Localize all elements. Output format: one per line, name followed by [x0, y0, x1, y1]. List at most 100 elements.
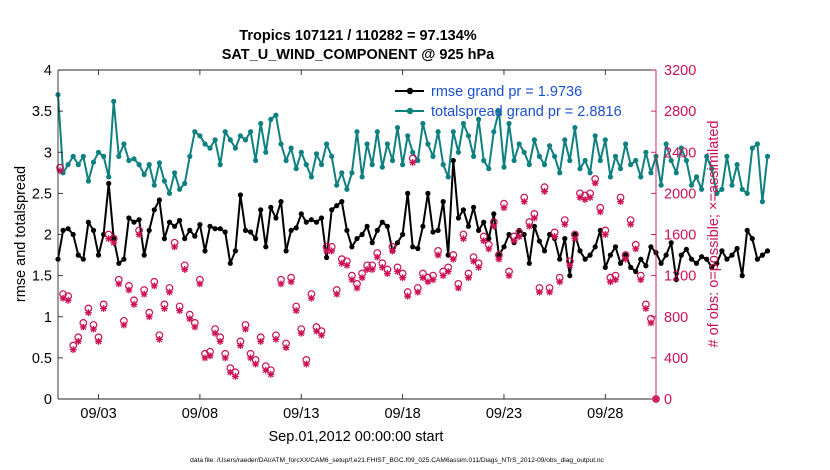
series-point-totalspread: [65, 162, 71, 168]
y-tick-label-left: 3.5: [32, 104, 52, 120]
obs-assimilated-marker: [530, 214, 538, 222]
series-point-totalspread: [749, 145, 755, 151]
series-point-totalspread: [714, 190, 720, 196]
series-point-rmse: [628, 264, 634, 270]
series-point-rmse: [313, 219, 320, 225]
series-point-rmse: [536, 238, 543, 244]
obs-assimilated-marker: [434, 251, 442, 259]
series-point-rmse: [369, 240, 375, 246]
series-point-rmse: [111, 236, 117, 242]
series-point-totalspread: [369, 162, 375, 168]
obs-assimilated-marker: [515, 233, 523, 240]
obs-assimilated-marker: [429, 276, 437, 284]
series-point-rmse: [587, 252, 593, 258]
series-point-totalspread: [273, 112, 279, 118]
x-axis-label: Sep.01,2012 00:00:00 start: [269, 429, 444, 445]
series-point-totalspread: [172, 170, 178, 176]
series-point-rmse: [440, 199, 446, 205]
series-point-totalspread: [410, 149, 416, 155]
series-point-totalspread: [552, 153, 558, 159]
series-point-rmse: [339, 199, 345, 205]
obs-assimilated-marker: [130, 301, 138, 308]
series-point-totalspread: [349, 170, 355, 176]
data-file-footer: data file: /Users/raeder/DAI/ATM_forcXX/…: [190, 457, 604, 464]
series-point-totalspread: [445, 174, 451, 180]
obs-assimilated-marker: [627, 220, 635, 228]
series-point-rmse: [303, 219, 309, 225]
obs-assimilated-marker: [171, 243, 178, 251]
obs-assimilated-marker: [191, 323, 199, 331]
obs-assimilated-marker: [221, 354, 229, 362]
y-tick-label-right: 1200: [664, 269, 696, 285]
obs-assimilated-marker: [302, 360, 310, 368]
series-point-totalspread: [253, 157, 259, 164]
series-point-totalspread: [379, 164, 385, 170]
series-point-rmse: [582, 256, 588, 262]
legend-marker-rmse: [406, 87, 414, 95]
series-point-rmse: [673, 277, 679, 283]
obs-assimilated-marker: [100, 305, 108, 312]
obs-assimilated-marker: [313, 327, 320, 335]
series-point-rmse: [161, 236, 167, 242]
series-point-rmse: [704, 256, 710, 262]
series-point-rmse: [121, 256, 127, 262]
series-point-totalspread: [111, 98, 117, 104]
series-point-rmse: [253, 236, 259, 242]
legend-label-rmse: rmse grand pr = 1.9736: [431, 84, 582, 100]
series-point-totalspread: [70, 153, 76, 159]
series-point-rmse: [278, 199, 284, 205]
series-point-rmse: [80, 256, 86, 262]
series-point-rmse: [212, 226, 218, 232]
obs-assimilated-marker: [424, 278, 432, 286]
obs-assimilated-marker: [606, 278, 614, 286]
series-point-rmse: [156, 197, 162, 203]
obs-assimilated-marker: [439, 272, 447, 280]
obs-assimilated-marker: [475, 264, 483, 271]
series-point-rmse: [450, 157, 456, 164]
series-point-totalspread: [359, 174, 365, 180]
x-tick-label: 09/28: [587, 406, 623, 422]
obs-assimilated-marker: [186, 315, 194, 323]
series-point-rmse: [217, 226, 223, 232]
obs-assimilated-marker: [267, 370, 275, 378]
x-tick-label: 09/08: [182, 406, 218, 422]
series-point-rmse: [207, 223, 213, 229]
series-point-totalspread: [759, 199, 766, 205]
series-point-totalspread: [587, 170, 593, 176]
series-point-totalspread: [60, 170, 66, 176]
series-point-rmse: [131, 219, 137, 225]
series-point-totalspread: [151, 182, 157, 188]
obs-assimilated-marker: [525, 222, 533, 230]
series-point-totalspread: [658, 182, 664, 188]
y-tick-label-left: 1: [44, 310, 52, 326]
series-point-rmse: [172, 223, 178, 229]
obs-assimilated-marker: [444, 268, 452, 275]
y-tick-label-right: 0: [664, 392, 672, 408]
obs-assimilated-marker: [373, 253, 381, 261]
obs-assimilated-marker: [323, 247, 330, 255]
series-point-totalspread: [101, 153, 107, 159]
series-point-rmse: [476, 227, 482, 233]
series-point-totalspread: [232, 145, 238, 151]
series-point-rmse: [85, 219, 91, 225]
series-point-rmse: [227, 260, 233, 266]
series-point-rmse: [126, 215, 132, 221]
obs-assimilated-marker: [358, 274, 366, 282]
series-point-totalspread: [491, 129, 497, 135]
series-point-totalspread: [481, 157, 487, 164]
obs-assimilated-marker: [64, 296, 72, 304]
series-point-rmse: [192, 233, 198, 239]
series-point-rmse: [136, 217, 142, 223]
series-point-totalspread: [217, 162, 223, 168]
series-point-rmse: [222, 229, 228, 235]
series-point-totalspread: [440, 162, 446, 168]
obs-assimilated-marker: [328, 247, 336, 255]
series-point-totalspread: [592, 133, 598, 139]
series-point-rmse: [344, 227, 350, 233]
series-point-rmse: [101, 231, 107, 238]
series-point-totalspread: [531, 137, 538, 143]
chart-subtitle: SAT_U_WIND_COMPONENT @ 925 hPa: [222, 47, 495, 63]
series-point-rmse: [683, 246, 690, 252]
series-point-totalspread: [450, 129, 456, 135]
series-point-totalspread: [541, 162, 548, 168]
